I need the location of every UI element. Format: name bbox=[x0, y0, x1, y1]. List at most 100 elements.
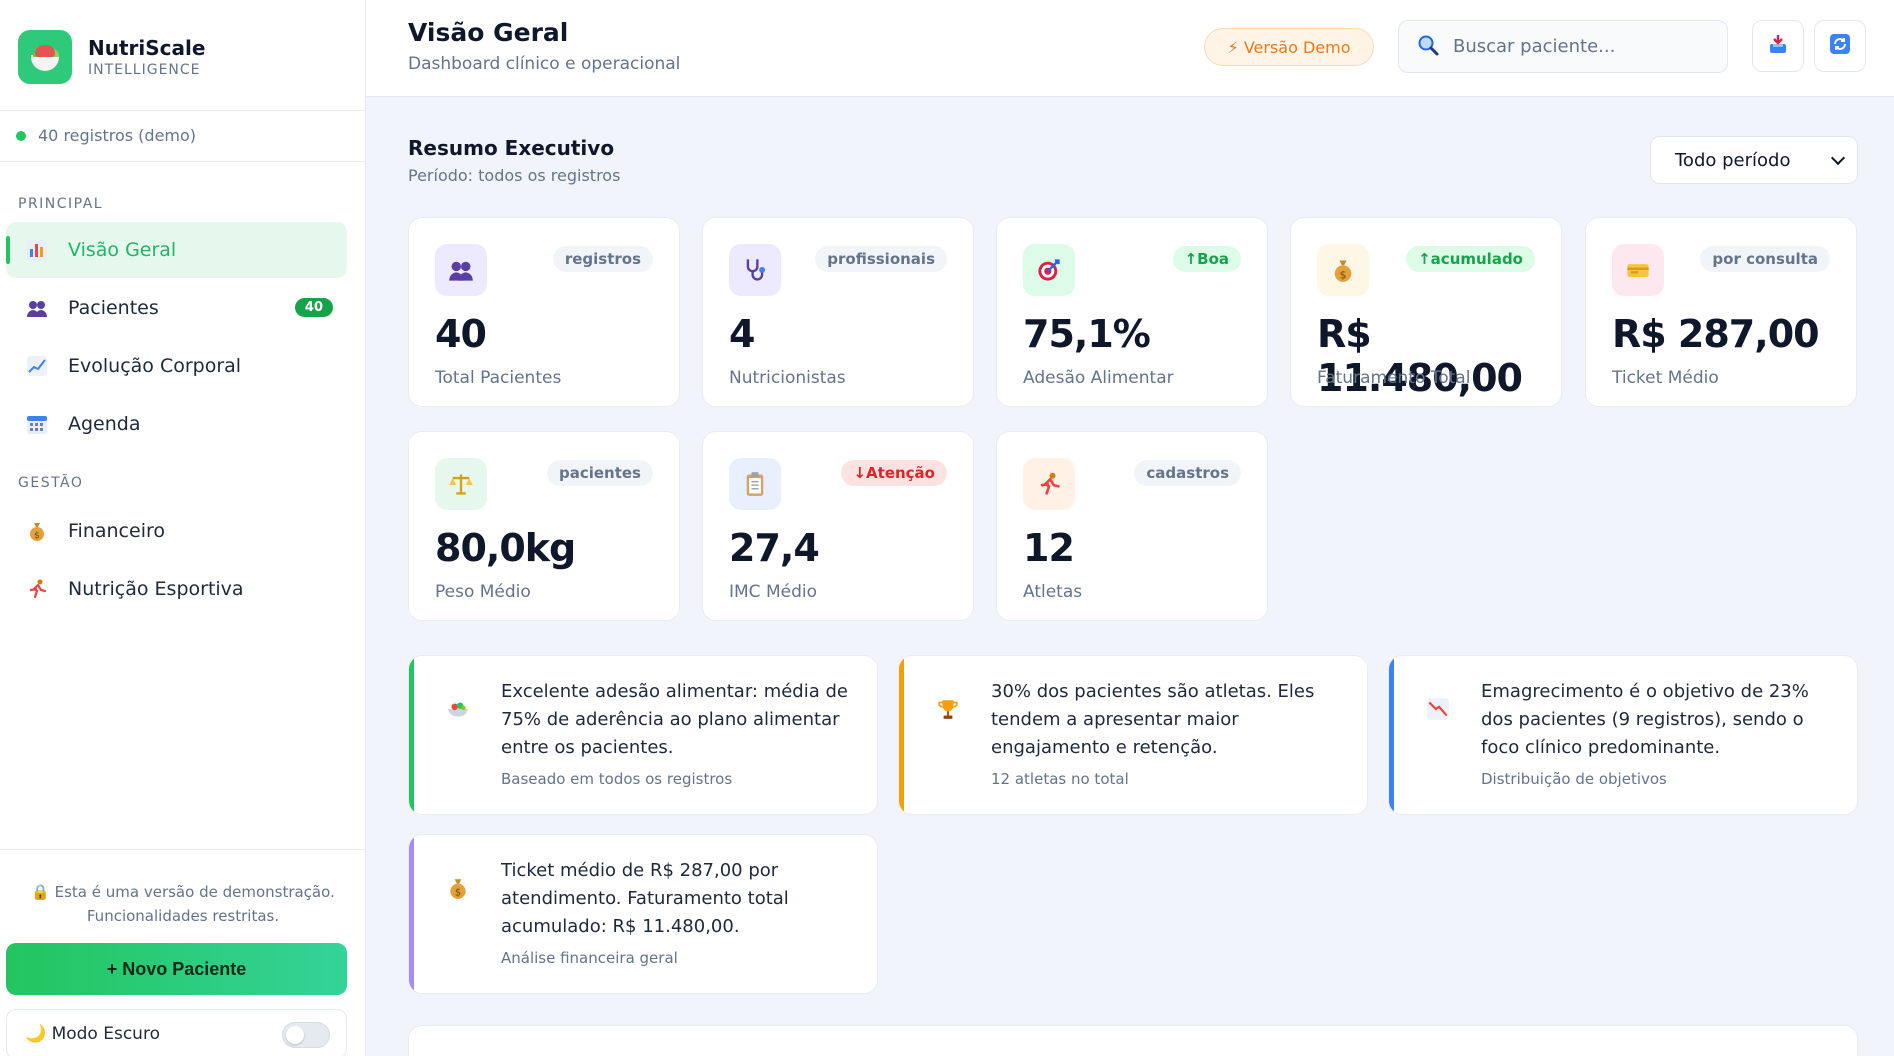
kpi-value: 75,1% bbox=[1023, 312, 1151, 356]
trophy-icon bbox=[933, 694, 963, 724]
kpi-value: 4 bbox=[729, 312, 755, 356]
refresh-button[interactable] bbox=[1814, 20, 1866, 72]
sidebar-item-label: Nutrição Esportiva bbox=[68, 578, 244, 600]
insight-text: Excelente adesão alimentar: média de 75%… bbox=[501, 681, 848, 758]
insight-accent-bar bbox=[409, 656, 414, 814]
divider bbox=[0, 110, 366, 111]
divider bbox=[0, 849, 366, 850]
kpi-label: Atletas bbox=[1023, 582, 1083, 602]
scale-icon bbox=[435, 458, 487, 510]
insight-text: 30% dos pacientes são atletas. Eles tend… bbox=[991, 681, 1315, 758]
svg-text:$: $ bbox=[34, 531, 40, 541]
trend-icon bbox=[24, 353, 50, 379]
sidebar-item-label: Agenda bbox=[68, 413, 141, 435]
brand[interactable]: NutriScale INTELLIGENCE bbox=[18, 30, 205, 84]
period-select[interactable]: Todo período bbox=[1650, 136, 1858, 184]
clipboard-icon bbox=[729, 458, 781, 510]
sidebar-item-label: Evolução Corporal bbox=[68, 355, 242, 377]
target-icon bbox=[1023, 244, 1075, 296]
search-icon bbox=[1417, 34, 1439, 60]
kpi-card-ticket[interactable]: por consulta R$ 287,00 Ticket Médio bbox=[1585, 217, 1857, 407]
svg-text:$: $ bbox=[455, 888, 461, 899]
sidebar-item-agenda[interactable]: Agenda bbox=[6, 396, 347, 452]
runner-icon bbox=[1023, 458, 1075, 510]
sidebar-item-label: Pacientes bbox=[68, 297, 159, 319]
sidebar-item-nutricao-esportiva[interactable]: Nutrição Esportiva bbox=[6, 561, 347, 617]
insight-meta: 12 atletas no total bbox=[991, 770, 1129, 788]
next-section-card bbox=[408, 1025, 1858, 1056]
insight-meta: Distribuição de objetivos bbox=[1481, 770, 1667, 788]
kpi-card-nutritionists[interactable]: profissionais 4 Nutricionistas bbox=[702, 217, 974, 407]
dark-mode-toggle[interactable] bbox=[282, 1022, 330, 1048]
summary-title: Resumo Executivo bbox=[408, 136, 615, 160]
kpi-card-athletes[interactable]: cadastros 12 Atletas bbox=[996, 431, 1268, 621]
kpi-card-average-weight[interactable]: pacientes 80,0kg Peso Médio bbox=[408, 431, 680, 621]
money-bag-icon: $ bbox=[24, 518, 50, 544]
search-box[interactable] bbox=[1398, 20, 1728, 73]
users-icon bbox=[24, 295, 50, 321]
insight-meta: Baseado em todos os registros bbox=[501, 770, 733, 788]
kpi-label: Faturamento Total bbox=[1317, 368, 1471, 388]
records-count: 40 registros (demo) bbox=[38, 126, 197, 145]
insight-accent-bar bbox=[1389, 656, 1394, 814]
insight-card-weight-loss: Emagrecimento é o objetivo de 23% dos pa… bbox=[1388, 655, 1858, 815]
kpi-tag: ↑acumulado bbox=[1406, 246, 1535, 272]
sidebar: NutriScale INTELLIGENCE 40 registros (de… bbox=[0, 0, 366, 1056]
period-select-value: Todo período bbox=[1675, 149, 1791, 171]
kpi-card-revenue[interactable]: $ ↑acumulado R$ 11.480,00 Faturamento To… bbox=[1290, 217, 1562, 407]
kpi-tag: cadastros bbox=[1134, 460, 1241, 486]
dark-mode-label: 🌙 Modo Escuro bbox=[25, 1024, 160, 1044]
salad-bowl-icon bbox=[18, 30, 72, 84]
chevron-down-icon bbox=[1830, 150, 1846, 166]
inbox-tray-icon bbox=[1767, 33, 1789, 59]
insight-card-adherence: Excelente adesão alimentar: média de 75%… bbox=[408, 655, 878, 815]
kpi-tag: ↓Atenção bbox=[841, 460, 947, 486]
kpi-label: IMC Médio bbox=[729, 582, 817, 602]
demo-version-badge[interactable]: ⚡ Versão Demo bbox=[1204, 28, 1374, 66]
sidebar-item-pacientes[interactable]: Pacientes 40 bbox=[6, 280, 347, 336]
kpi-label: Total Pacientes bbox=[435, 368, 562, 388]
salad-icon bbox=[443, 694, 473, 724]
kpi-label: Adesão Alimentar bbox=[1023, 368, 1174, 388]
kpi-card-total-patients[interactable]: registros 40 Total Pacientes bbox=[408, 217, 680, 407]
records-status: 40 registros (demo) bbox=[16, 126, 196, 145]
divider bbox=[0, 161, 366, 162]
brand-name: NutriScale bbox=[88, 36, 206, 60]
summary-subtitle: Período: todos os registros bbox=[408, 166, 621, 185]
kpi-label: Ticket Médio bbox=[1612, 368, 1719, 388]
calendar-icon bbox=[24, 411, 50, 437]
money-bag-icon: $ bbox=[1317, 244, 1369, 296]
insight-card-financial: $ Ticket médio de R$ 287,00 por atendime… bbox=[408, 834, 878, 994]
insight-accent-bar bbox=[899, 656, 904, 814]
kpi-label: Peso Médio bbox=[435, 582, 531, 602]
sidebar-item-label: Financeiro bbox=[68, 520, 165, 542]
sidebar-item-evolucao-corporal[interactable]: Evolução Corporal bbox=[6, 338, 347, 394]
status-dot-icon bbox=[16, 130, 26, 141]
section-label-principal: PRINCIPAL bbox=[18, 196, 104, 212]
users-icon bbox=[435, 244, 487, 296]
insight-card-athletes: 30% dos pacientes são atletas. Eles tend… bbox=[898, 655, 1368, 815]
new-patient-button[interactable]: + Novo Paciente bbox=[6, 943, 347, 995]
kpi-tag: por consulta bbox=[1700, 246, 1830, 272]
kpi-card-adherence[interactable]: ↑Boa 75,1% Adesão Alimentar bbox=[996, 217, 1268, 407]
export-button[interactable] bbox=[1752, 20, 1804, 72]
svg-text:$: $ bbox=[1340, 268, 1347, 281]
kpi-value: 27,4 bbox=[729, 526, 820, 570]
page-title: Visão Geral bbox=[408, 18, 569, 47]
kpi-value: 40 bbox=[435, 312, 487, 356]
kpi-value: 12 bbox=[1023, 526, 1075, 570]
kpi-card-average-bmi[interactable]: ↓Atenção 27,4 IMC Médio bbox=[702, 431, 974, 621]
sidebar-item-financeiro[interactable]: $ Financeiro bbox=[6, 503, 347, 559]
refresh-icon bbox=[1829, 33, 1851, 59]
demo-note-line: 🔒 Esta é uma versão de demonstração. bbox=[31, 883, 335, 901]
kpi-tag: pacientes bbox=[546, 460, 653, 486]
kpi-tag: registros bbox=[552, 246, 653, 272]
sidebar-item-visao-geral[interactable]: Visão Geral bbox=[6, 222, 347, 278]
insight-accent-bar bbox=[409, 835, 414, 993]
kpi-label: Nutricionistas bbox=[729, 368, 846, 388]
dark-mode-row[interactable]: 🌙 Modo Escuro bbox=[6, 1009, 347, 1056]
search-input[interactable] bbox=[1453, 36, 1713, 57]
insight-text: Ticket médio de R$ 287,00 por atendiment… bbox=[501, 860, 789, 937]
kpi-value: R$ 11.480,00 bbox=[1317, 312, 1523, 400]
brand-subtitle: INTELLIGENCE bbox=[88, 62, 201, 78]
